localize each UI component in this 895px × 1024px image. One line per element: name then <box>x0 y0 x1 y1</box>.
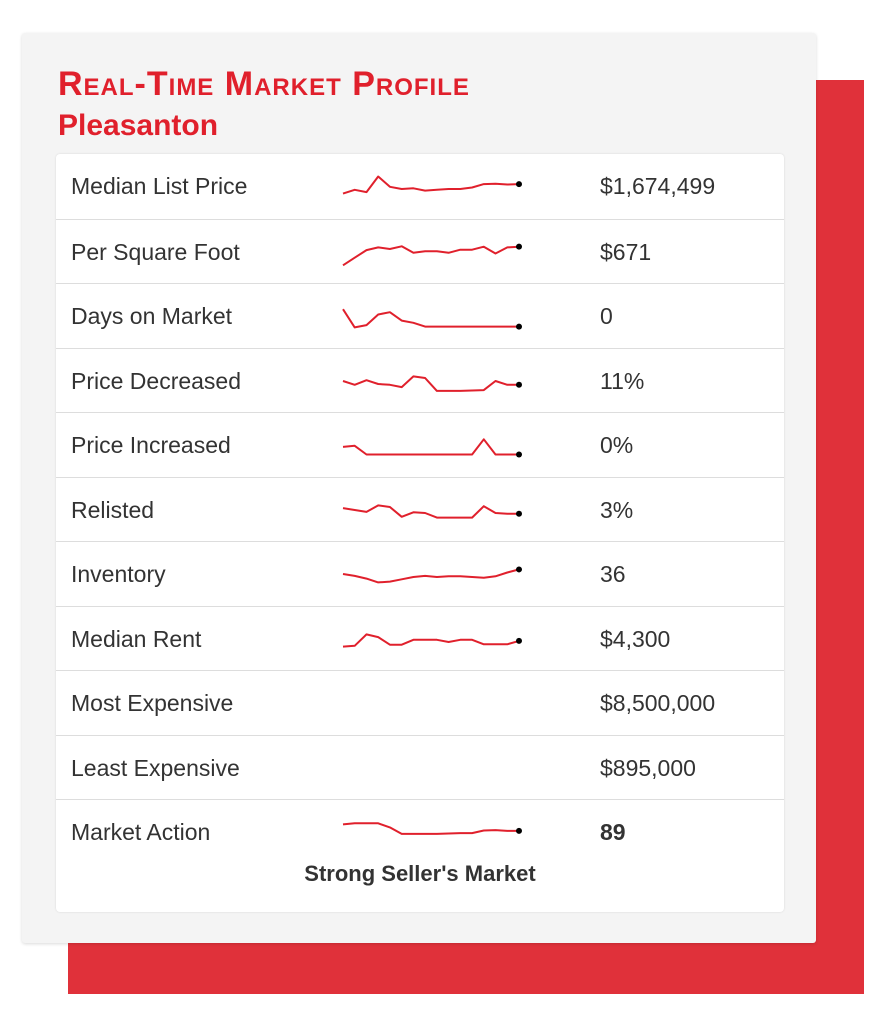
trend-endpoint <box>516 451 522 458</box>
market-profile-panel: Real-Time Market Profile Pleasanton Stro… <box>22 33 816 943</box>
trend-line <box>342 568 520 584</box>
trend-endpoint <box>516 637 522 644</box>
trend-sparkline <box>342 822 522 835</box>
trend-line <box>342 438 519 456</box>
stat-row: Price Increased 0% <box>56 412 784 476</box>
market-status-label: Strong Seller's Market <box>304 861 536 886</box>
stat-value: 36 <box>600 561 626 587</box>
trend-line <box>342 374 519 392</box>
stat-row: Inventory 36 <box>56 541 784 605</box>
trend-line <box>342 503 519 519</box>
stat-row: Price Decreased 11% <box>56 347 784 412</box>
stat-row: Most Expensive $8,500,000 <box>56 670 784 734</box>
stat-value: $895,000 <box>600 754 696 781</box>
page-title: Real-Time Market Profile <box>58 65 470 103</box>
stat-row: Market Action 89 <box>56 799 784 863</box>
stat-value: $4,300 <box>600 625 671 652</box>
trend-endpoint <box>516 510 522 517</box>
stat-label: Price Decreased <box>71 367 242 394</box>
trend-sparkline <box>342 308 522 330</box>
stat-row: Median Rent $4,300 <box>56 605 784 670</box>
stat-label: Market Action <box>71 819 211 845</box>
trend-sparkline <box>342 243 522 266</box>
stat-label: Most Expensive <box>71 690 234 716</box>
trend-sparkline <box>342 632 522 648</box>
stat-value: 11% <box>600 367 645 394</box>
trend-endpoint <box>516 566 522 573</box>
trend-sparkline <box>342 374 522 392</box>
stat-label: Inventory <box>71 561 166 587</box>
stat-label: Median Rent <box>71 625 202 652</box>
trend-line <box>342 308 519 329</box>
trend-line <box>342 822 519 835</box>
stat-label: Price Increased <box>71 432 231 458</box>
trend-line <box>342 175 520 195</box>
stat-label: Relisted <box>71 496 155 523</box>
stat-label: Per Square Foot <box>71 238 240 265</box>
stat-value: 0% <box>600 432 634 458</box>
stat-row: Median List Price $1,674,499 <box>56 154 784 218</box>
stat-value: $8,500,000 <box>600 690 716 716</box>
trend-line <box>342 244 520 266</box>
stat-row: Days on Market 0 <box>56 283 784 347</box>
trend-sparkline <box>342 175 522 195</box>
trend-line <box>342 632 520 648</box>
trend-sparkline <box>342 566 522 584</box>
trend-sparkline <box>342 438 522 458</box>
trend-sparkline <box>342 503 522 519</box>
market-stats-card: Strong Seller's Market Median List Price… <box>56 154 784 912</box>
stat-value: 0 <box>600 303 613 329</box>
stat-value: $1,674,499 <box>600 173 716 199</box>
stat-value: 89 <box>600 819 626 845</box>
stat-row: Relisted 3% <box>56 476 784 541</box>
trend-endpoint <box>516 323 522 330</box>
trend-endpoint <box>516 243 522 250</box>
trend-endpoint <box>516 381 522 388</box>
stat-label: Days on Market <box>71 303 233 329</box>
stat-label: Median List Price <box>71 173 248 199</box>
city-subtitle: Pleasanton <box>58 109 219 142</box>
stat-label: Least Expensive <box>71 754 240 781</box>
stat-value: 3% <box>600 496 634 523</box>
stat-row: Per Square Foot $671 <box>56 218 784 283</box>
stat-row: Least Expensive $895,000 <box>56 734 784 799</box>
trend-endpoint <box>516 827 522 834</box>
stat-value: $671 <box>600 238 652 265</box>
trend-endpoint <box>516 181 522 188</box>
